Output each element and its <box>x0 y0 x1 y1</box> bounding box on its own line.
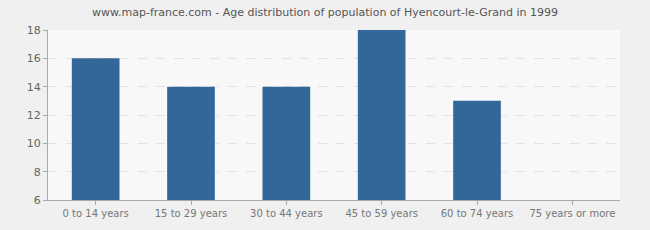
svg-text:16: 16 <box>27 52 41 65</box>
svg-text:6: 6 <box>34 194 41 207</box>
svg-text:15 to 29 years: 15 to 29 years <box>155 208 228 219</box>
svg-text:75 years or more: 75 years or more <box>529 208 615 219</box>
svg-text:8: 8 <box>34 166 41 179</box>
svg-text:0 to 14 years: 0 to 14 years <box>63 208 129 219</box>
svg-text:www.map-france.com - Age distr: www.map-france.com - Age distribution of… <box>92 6 558 19</box>
svg-text:10: 10 <box>27 137 41 150</box>
svg-text:14: 14 <box>27 81 41 94</box>
svg-text:30 to 44 years: 30 to 44 years <box>250 208 323 219</box>
svg-text:60 to 74 years: 60 to 74 years <box>441 208 514 219</box>
svg-text:12: 12 <box>27 109 41 122</box>
svg-text:18: 18 <box>27 24 41 37</box>
svg-text:45 to 59 years: 45 to 59 years <box>345 208 418 219</box>
